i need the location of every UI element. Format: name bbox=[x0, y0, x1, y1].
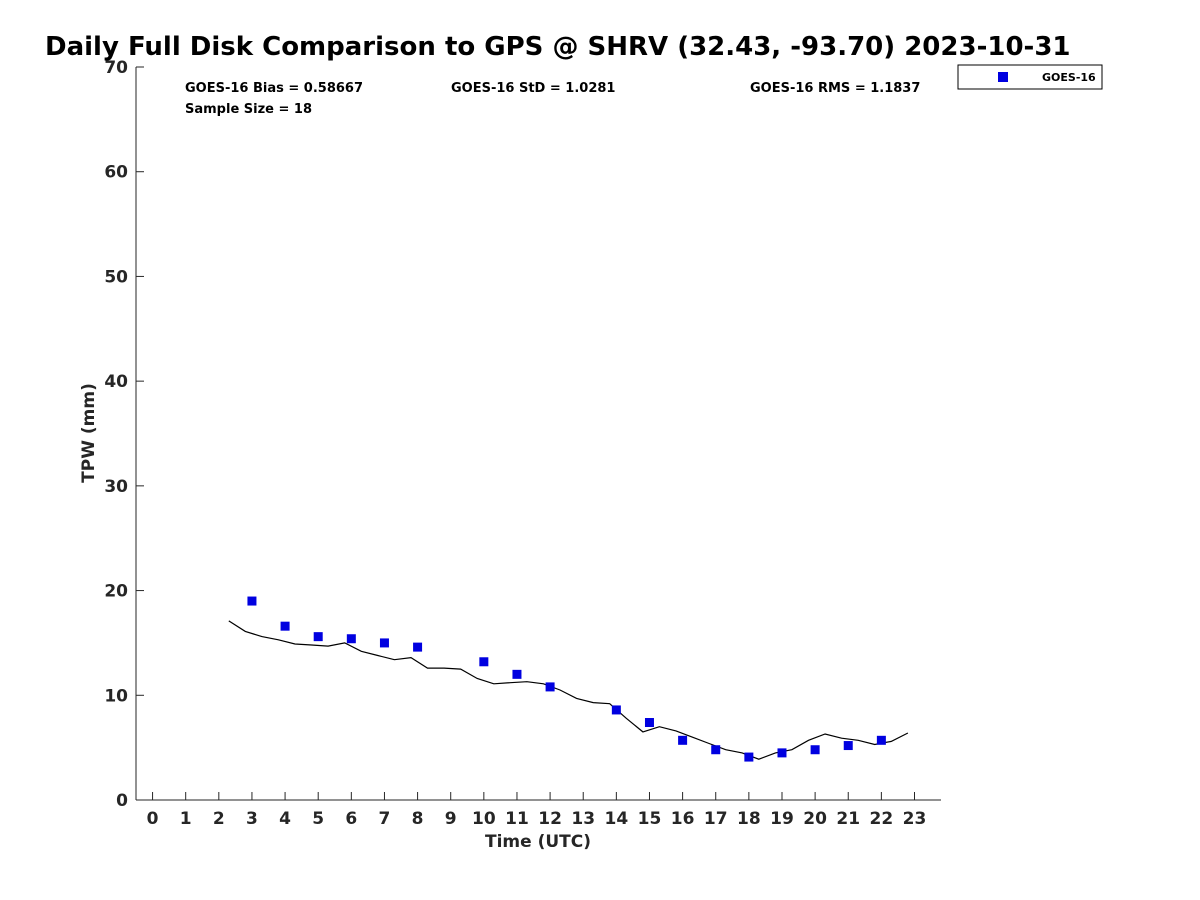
x-tick-label: 11 bbox=[505, 809, 529, 829]
y-tick-label: 0 bbox=[116, 791, 128, 811]
chart-title: Daily Full Disk Comparison to GPS @ SHRV… bbox=[45, 32, 1071, 62]
gps-line bbox=[228, 620, 909, 760]
legend: GOES-16 bbox=[957, 64, 1103, 90]
y-tick-label: 20 bbox=[104, 582, 128, 602]
legend-box bbox=[957, 64, 1103, 90]
goes16-point bbox=[810, 745, 820, 755]
axes: 0 1 2 3 4 5 6 7 8 9 10 11 12 13 14 15 16 17 18 19 20 21 22 2301… bbox=[104, 58, 941, 829]
x-tick-label: 18 bbox=[737, 809, 761, 829]
gps-line-path bbox=[228, 620, 909, 760]
goes16-point bbox=[644, 718, 654, 728]
goes16-point bbox=[346, 634, 356, 644]
x-tick-label: 15 bbox=[638, 809, 662, 829]
x-tick-label: 22 bbox=[870, 809, 894, 829]
goes16-point bbox=[413, 642, 423, 652]
goes16-point bbox=[247, 596, 257, 606]
x-tick-label: 20 bbox=[803, 809, 827, 829]
x-tick-label: 14 bbox=[605, 809, 629, 829]
goes16-point bbox=[843, 741, 853, 751]
goes16-point bbox=[611, 705, 621, 715]
stat-rms: GOES-16 RMS = 1.1837 bbox=[750, 81, 920, 96]
goes16-point bbox=[379, 638, 389, 648]
x-tick-label: 13 bbox=[571, 809, 595, 829]
goes16-point bbox=[545, 682, 555, 692]
x-tick-label: 16 bbox=[671, 809, 695, 829]
x-tick-label: 8 bbox=[412, 809, 424, 829]
legend-label: GOES-16 bbox=[1042, 71, 1096, 84]
goes16-point bbox=[744, 752, 754, 762]
goes16-point bbox=[479, 657, 489, 667]
x-tick-label: 2 bbox=[213, 809, 225, 829]
y-tick-label: 60 bbox=[104, 163, 128, 183]
x-tick-label: 6 bbox=[345, 809, 357, 829]
y-tick-label: 70 bbox=[104, 58, 128, 78]
y-axis-label: TPW (mm) bbox=[79, 383, 99, 483]
y-tick-label: 10 bbox=[104, 686, 128, 706]
x-tick-label: 12 bbox=[538, 809, 562, 829]
x-tick-label: 10 bbox=[472, 809, 496, 829]
x-tick-label: 21 bbox=[836, 809, 860, 829]
stat-bias: GOES-16 Bias = 0.58667 bbox=[185, 81, 363, 96]
x-tick-label: 0 bbox=[147, 809, 159, 829]
x-tick-label: 17 bbox=[704, 809, 728, 829]
goes16-point bbox=[711, 745, 721, 755]
x-axis-label: Time (UTC) bbox=[485, 832, 591, 852]
x-tick-label: 1 bbox=[180, 809, 192, 829]
y-tick-label: 50 bbox=[104, 267, 128, 287]
x-tick-label: 23 bbox=[903, 809, 927, 829]
y-tick-label: 40 bbox=[104, 372, 128, 392]
x-tick-label: 5 bbox=[312, 809, 324, 829]
x-tick-label: 4 bbox=[279, 809, 291, 829]
stat-sample-size: Sample Size = 18 bbox=[185, 102, 312, 117]
legend-marker bbox=[998, 72, 1008, 82]
goes16-point bbox=[512, 669, 522, 679]
x-tick-label: 9 bbox=[445, 809, 457, 829]
goes16-points bbox=[247, 596, 886, 762]
x-tick-label: 7 bbox=[379, 809, 391, 829]
goes16-point bbox=[777, 748, 787, 758]
goes16-point bbox=[313, 632, 323, 642]
goes16-point bbox=[280, 621, 290, 631]
x-tick-label: 3 bbox=[246, 809, 258, 829]
y-tick-label: 30 bbox=[104, 477, 128, 497]
goes16-point bbox=[876, 735, 886, 745]
x-tick-label: 19 bbox=[770, 809, 794, 829]
stat-std: GOES-16 StD = 1.0281 bbox=[451, 81, 615, 96]
goes16-point bbox=[678, 735, 688, 745]
